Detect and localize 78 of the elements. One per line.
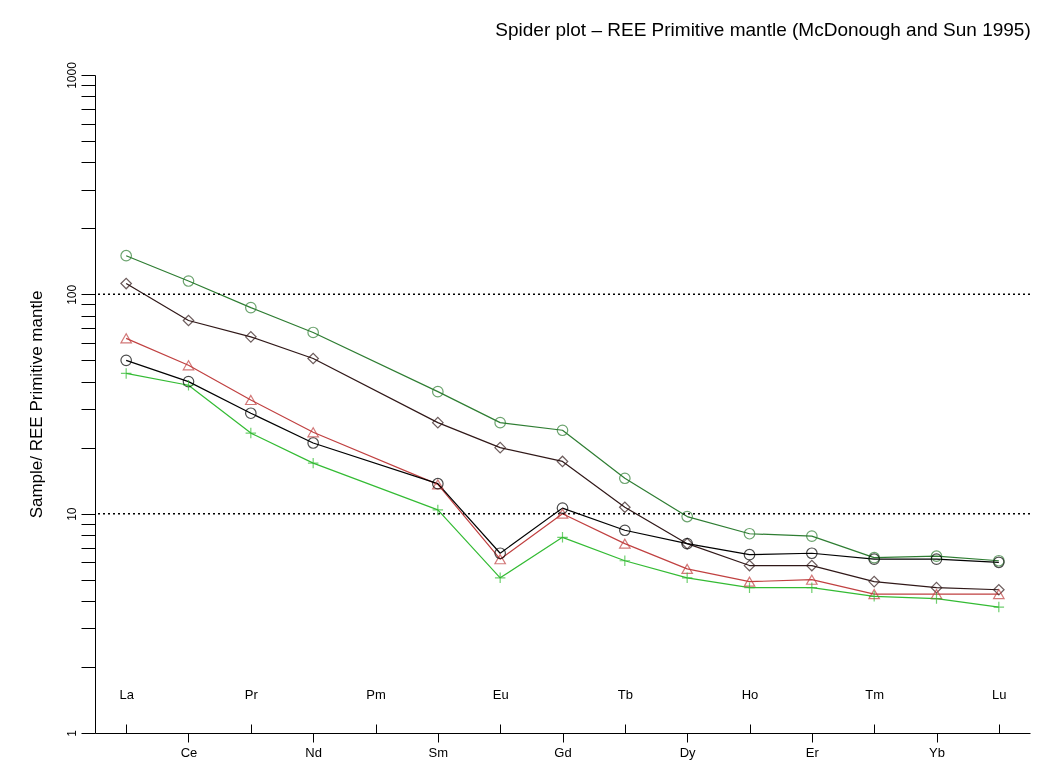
point xyxy=(743,581,756,594)
point xyxy=(244,331,257,343)
point xyxy=(120,277,133,290)
point xyxy=(805,547,818,560)
point xyxy=(805,574,818,585)
point xyxy=(805,530,818,542)
point xyxy=(618,554,631,567)
point xyxy=(868,575,881,588)
point xyxy=(431,385,444,398)
point xyxy=(307,326,320,339)
point xyxy=(556,502,569,514)
point xyxy=(743,527,756,540)
point xyxy=(244,394,257,406)
point xyxy=(805,581,818,594)
point xyxy=(120,249,133,262)
point xyxy=(556,508,569,519)
point xyxy=(494,441,507,454)
x-tick-label: Nd xyxy=(305,744,322,760)
point xyxy=(930,581,943,594)
point xyxy=(494,416,507,429)
point xyxy=(992,588,1005,600)
x-tick-label: Dy xyxy=(679,744,697,760)
point xyxy=(431,504,444,516)
point xyxy=(743,548,756,561)
point xyxy=(120,367,133,380)
point xyxy=(244,301,257,314)
point xyxy=(120,354,133,367)
point xyxy=(307,427,320,438)
point xyxy=(307,457,320,469)
point xyxy=(307,352,320,365)
point xyxy=(244,427,257,439)
x-tick-label: Tb xyxy=(617,686,633,702)
chart-title: Spider plot – REE Primitive mantle (McDonough and Sun 1995) xyxy=(495,18,1031,40)
x-tick-label: Yb xyxy=(929,744,945,760)
point xyxy=(182,375,195,388)
y-tick-label: 1000 xyxy=(64,61,79,89)
point xyxy=(743,559,756,572)
x-tick-label: Pr xyxy=(244,686,259,702)
point xyxy=(618,501,631,514)
y-tick-label: 10 xyxy=(64,507,79,521)
point xyxy=(618,472,631,485)
point xyxy=(992,601,1005,613)
point xyxy=(930,592,943,605)
x-tick-label: Tm xyxy=(865,686,885,702)
point xyxy=(556,531,569,544)
point xyxy=(244,407,257,420)
x-tick-label: Er xyxy=(805,744,820,760)
x-tick-label: Sm xyxy=(428,744,449,760)
point xyxy=(618,538,631,549)
point xyxy=(182,275,195,287)
point xyxy=(556,455,569,468)
x-tick-label: Pm xyxy=(366,686,386,702)
point xyxy=(182,314,195,327)
point xyxy=(681,563,694,575)
point xyxy=(307,437,320,449)
x-tick-label: Ce xyxy=(180,744,198,760)
point xyxy=(120,333,133,344)
point xyxy=(681,571,694,584)
point xyxy=(556,424,569,437)
point xyxy=(494,547,507,560)
point xyxy=(182,379,195,392)
point xyxy=(805,559,818,572)
x-tick-label: Ho xyxy=(741,686,759,702)
y-axis-title: Sample/ REE Primitive mantle xyxy=(26,290,46,519)
y-tick-label: 100 xyxy=(64,284,79,305)
point xyxy=(618,524,631,537)
point xyxy=(182,360,195,371)
x-tick-label: Eu xyxy=(492,686,509,702)
point xyxy=(681,510,694,523)
point xyxy=(494,554,507,565)
point xyxy=(743,576,756,587)
point xyxy=(431,416,444,429)
point xyxy=(992,583,1005,596)
point xyxy=(494,571,507,584)
x-tick-label: Gd xyxy=(554,744,572,760)
x-tick-label: La xyxy=(119,686,135,702)
y-tick-label: 1 xyxy=(64,729,79,737)
x-tick-label: Lu xyxy=(992,686,1007,702)
